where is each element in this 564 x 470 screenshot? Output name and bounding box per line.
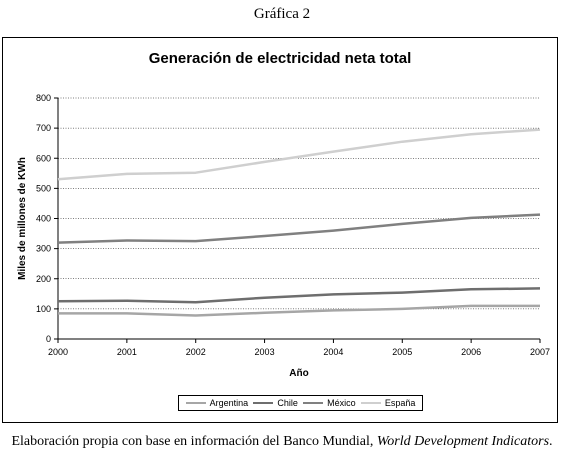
- x-tick-label: 2002: [186, 347, 206, 357]
- series-line-mxico: [57, 213, 541, 244]
- legend-label: España: [384, 398, 416, 408]
- line-chart: 0 100 200 300 400 500 600 700 800 2000 2001 2002 200…: [17, 93, 550, 379]
- x-tick-label: 2004: [323, 347, 343, 357]
- x-tick-label: 2006: [461, 347, 481, 357]
- x-tick-label: 2001: [117, 347, 137, 357]
- y-tick-label: 800: [36, 93, 51, 103]
- chart-container: Generación de electricidad neta total 0 1…: [2, 37, 558, 423]
- legend-label: México: [327, 398, 356, 408]
- figure-label: Gráfica 2: [253, 6, 311, 22]
- legend-item: Chile: [253, 398, 298, 408]
- legend-item: Argentina: [185, 398, 249, 408]
- y-tick-label: 700: [36, 123, 51, 133]
- y-tick-label: 300: [36, 244, 51, 254]
- legend-label: Argentina: [209, 398, 249, 408]
- y-tick-label: 200: [36, 274, 51, 284]
- caption-text: Elaboración propia con base en informaci…: [11, 434, 377, 449]
- series-line-espaa: [57, 128, 541, 181]
- y-tick-label: 0: [46, 334, 51, 344]
- y-tick-label: 600: [36, 153, 51, 163]
- chart-legend: Argentina Chile México España: [178, 395, 423, 411]
- legend-item: España: [360, 398, 416, 408]
- series-line-chile: [57, 287, 541, 304]
- y-tick-label: 500: [36, 183, 51, 193]
- legend-label: Chile: [277, 398, 298, 408]
- chart-title: Generación de electricidad neta total: [148, 50, 412, 67]
- caption-end: .: [549, 434, 553, 449]
- x-tick-label: 2000: [48, 347, 68, 357]
- x-tick-label: 2007: [530, 347, 550, 357]
- y-axis-title: Miles de millones de KWh: [17, 157, 28, 280]
- series-line-argentina: [58, 304, 540, 317]
- x-axis-title: Año: [289, 368, 308, 379]
- legend-swatch: [303, 402, 324, 404]
- y-tick-label: 100: [36, 304, 51, 314]
- x-tick-label: 2003: [255, 347, 275, 357]
- legend-swatch: [360, 402, 381, 404]
- legend-swatch: [253, 402, 274, 404]
- legend-swatch: [185, 402, 206, 404]
- figure-caption: Elaboración propia con base en informaci…: [0, 433, 564, 450]
- caption-source: World Development Indicators: [376, 434, 550, 449]
- x-tick-label: 2005: [392, 347, 412, 357]
- y-tick-label: 400: [36, 214, 51, 224]
- legend-item: México: [303, 398, 356, 408]
